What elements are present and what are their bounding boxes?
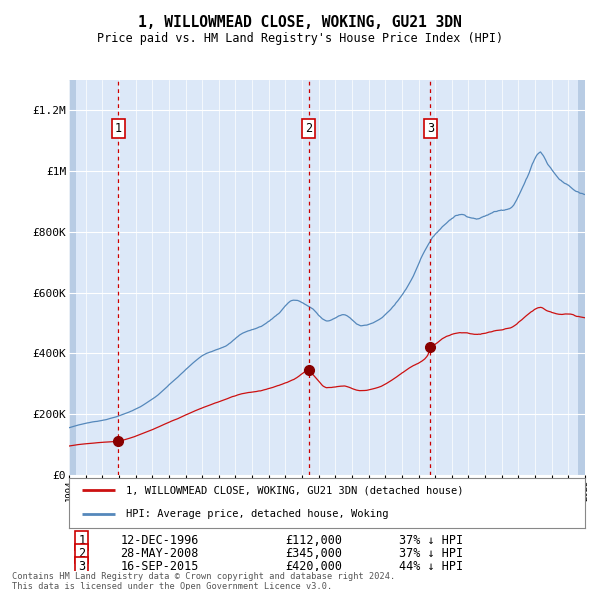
Text: £112,000: £112,000	[286, 534, 343, 547]
Text: Price paid vs. HM Land Registry's House Price Index (HPI): Price paid vs. HM Land Registry's House …	[97, 32, 503, 45]
Text: 16-SEP-2015: 16-SEP-2015	[121, 560, 199, 573]
Text: £345,000: £345,000	[286, 547, 343, 560]
Bar	[69, 80, 76, 475]
Text: 2: 2	[79, 547, 85, 560]
Text: 37% ↓ HPI: 37% ↓ HPI	[399, 534, 463, 547]
Text: 28-MAY-2008: 28-MAY-2008	[121, 547, 199, 560]
Text: 1, WILLOWMEAD CLOSE, WOKING, GU21 3DN: 1, WILLOWMEAD CLOSE, WOKING, GU21 3DN	[138, 15, 462, 30]
Text: HPI: Average price, detached house, Woking: HPI: Average price, detached house, Woki…	[126, 509, 388, 519]
Text: 3: 3	[79, 560, 85, 573]
Text: 3: 3	[427, 122, 434, 135]
Text: Contains HM Land Registry data © Crown copyright and database right 2024.
This d: Contains HM Land Registry data © Crown c…	[12, 572, 395, 590]
Text: 1: 1	[79, 534, 85, 547]
Text: £420,000: £420,000	[286, 560, 343, 573]
Text: 37% ↓ HPI: 37% ↓ HPI	[399, 547, 463, 560]
Text: 12-DEC-1996: 12-DEC-1996	[121, 534, 199, 547]
Text: 44% ↓ HPI: 44% ↓ HPI	[399, 560, 463, 573]
Text: 2: 2	[305, 122, 313, 135]
Text: 1: 1	[115, 122, 122, 135]
Bar	[578, 80, 585, 475]
Text: 1, WILLOWMEAD CLOSE, WOKING, GU21 3DN (detached house): 1, WILLOWMEAD CLOSE, WOKING, GU21 3DN (d…	[126, 486, 463, 496]
